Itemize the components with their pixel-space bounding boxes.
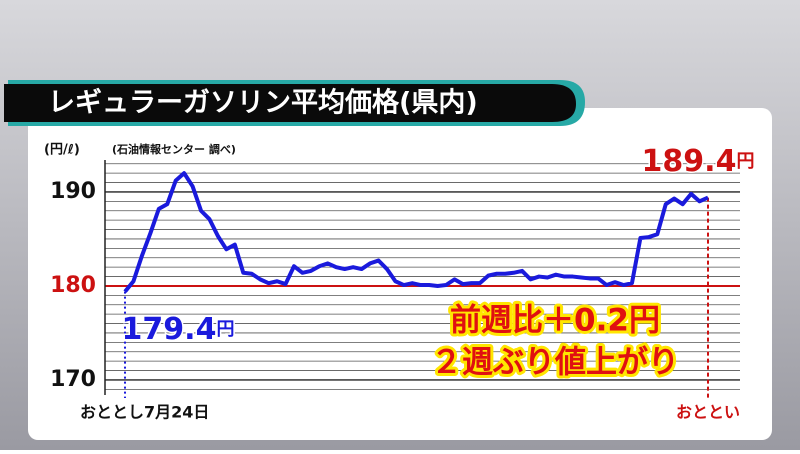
title-bar xyxy=(4,84,576,122)
chart-title: レギュラーガソリン平均価格(県内) xyxy=(48,88,478,119)
y-tick-label: 170 xyxy=(50,367,96,392)
source-note: (石油情報センター 調べ) xyxy=(112,142,236,156)
x-tick-label: おととい xyxy=(676,403,740,422)
annotation: 前週比＋0.2円 xyxy=(450,303,660,339)
y-axis-label: (円/ℓ) xyxy=(44,143,80,158)
plot-area: 170 180 190 おととし7月24日 おととい 179.4円 189.4円前週比＋0.… xyxy=(50,142,756,422)
value-label: 189.4円 xyxy=(642,144,755,179)
x-tick-label: おととし7月24日 xyxy=(80,403,209,422)
panel xyxy=(28,108,772,440)
y-tick-label: 190 xyxy=(50,179,96,204)
price-line xyxy=(123,171,709,293)
y-tick-label: 180 xyxy=(50,273,96,298)
value-label: 179.4円 xyxy=(122,312,235,347)
annotation: ２週ぶり値上がり xyxy=(431,345,679,381)
